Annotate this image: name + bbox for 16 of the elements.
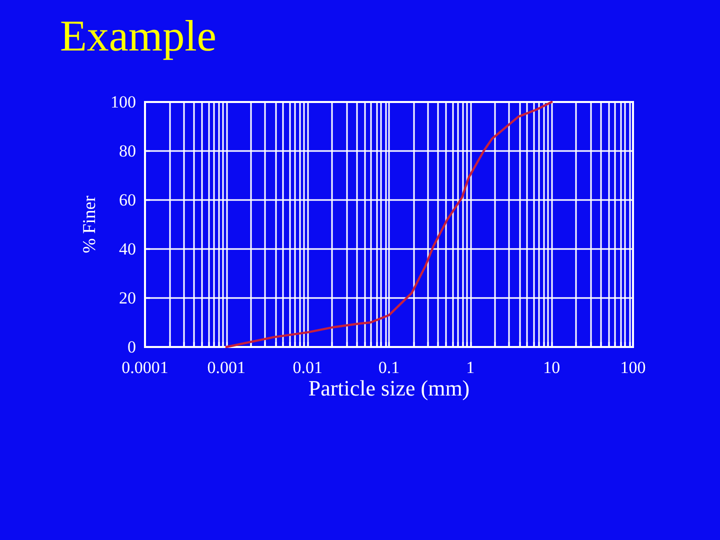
x-tick-label: 1 xyxy=(466,358,475,377)
x-tick-label: 0.1 xyxy=(378,358,400,377)
y-tick-label: 0 xyxy=(128,338,136,356)
x-tick-label: 100 xyxy=(620,358,646,377)
y-tick-label: 40 xyxy=(119,240,136,258)
x-tick-label: 10 xyxy=(543,358,560,377)
x-tick-label: 0.01 xyxy=(292,358,323,377)
y-tick-label: 20 xyxy=(119,288,136,308)
x-axis-title: Particle size (mm) xyxy=(308,376,470,400)
y-tick-label: 80 xyxy=(119,142,136,160)
y-axis-title: % Finer xyxy=(79,196,99,254)
x-tick-label: 0.001 xyxy=(207,358,246,377)
x-tick-label: 0.0001 xyxy=(122,358,168,377)
y-tick-label: 60 xyxy=(119,190,136,210)
y-tick-label: 100 xyxy=(110,92,136,112)
chart-title: Example xyxy=(60,12,216,60)
